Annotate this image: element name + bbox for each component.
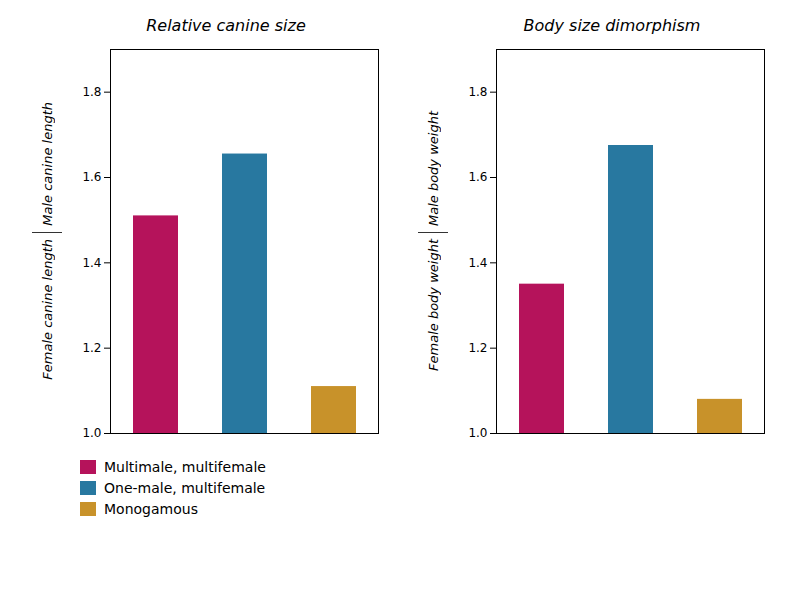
html-text:One-male, multifemale: One-male, multifemale	[104, 480, 266, 496]
svg-text:1.8: 1.8	[82, 85, 101, 99]
svg-text:1.2: 1.2	[82, 341, 101, 355]
html-text:Male canine length: Male canine length	[39, 102, 55, 226]
html-text:Body size dimorphism: Body size dimorphism	[523, 16, 701, 35]
svg-text:1.0: 1.0	[82, 426, 101, 440]
html-text:Multimale, multifemale: Multimale, multifemale	[104, 459, 266, 475]
html-text:Female body weight: Female body weight	[425, 239, 441, 371]
svg-text:1.6: 1.6	[82, 170, 101, 184]
svg-text:1.2: 1.2	[468, 341, 487, 355]
svg-text:1.4: 1.4	[468, 256, 487, 270]
html-text:Male body weight: Male body weight	[425, 111, 441, 226]
html-text:Female canine length: Female canine length	[39, 239, 55, 380]
html-text:Relative canine size: Relative canine size	[146, 16, 306, 35]
svg-text:1.8: 1.8	[468, 85, 487, 99]
html-text:Monogamous: Monogamous	[104, 501, 198, 517]
svg-text:1.6: 1.6	[468, 170, 487, 184]
svg-text:1.4: 1.4	[82, 256, 101, 270]
svg-text:1.0: 1.0	[468, 426, 487, 440]
